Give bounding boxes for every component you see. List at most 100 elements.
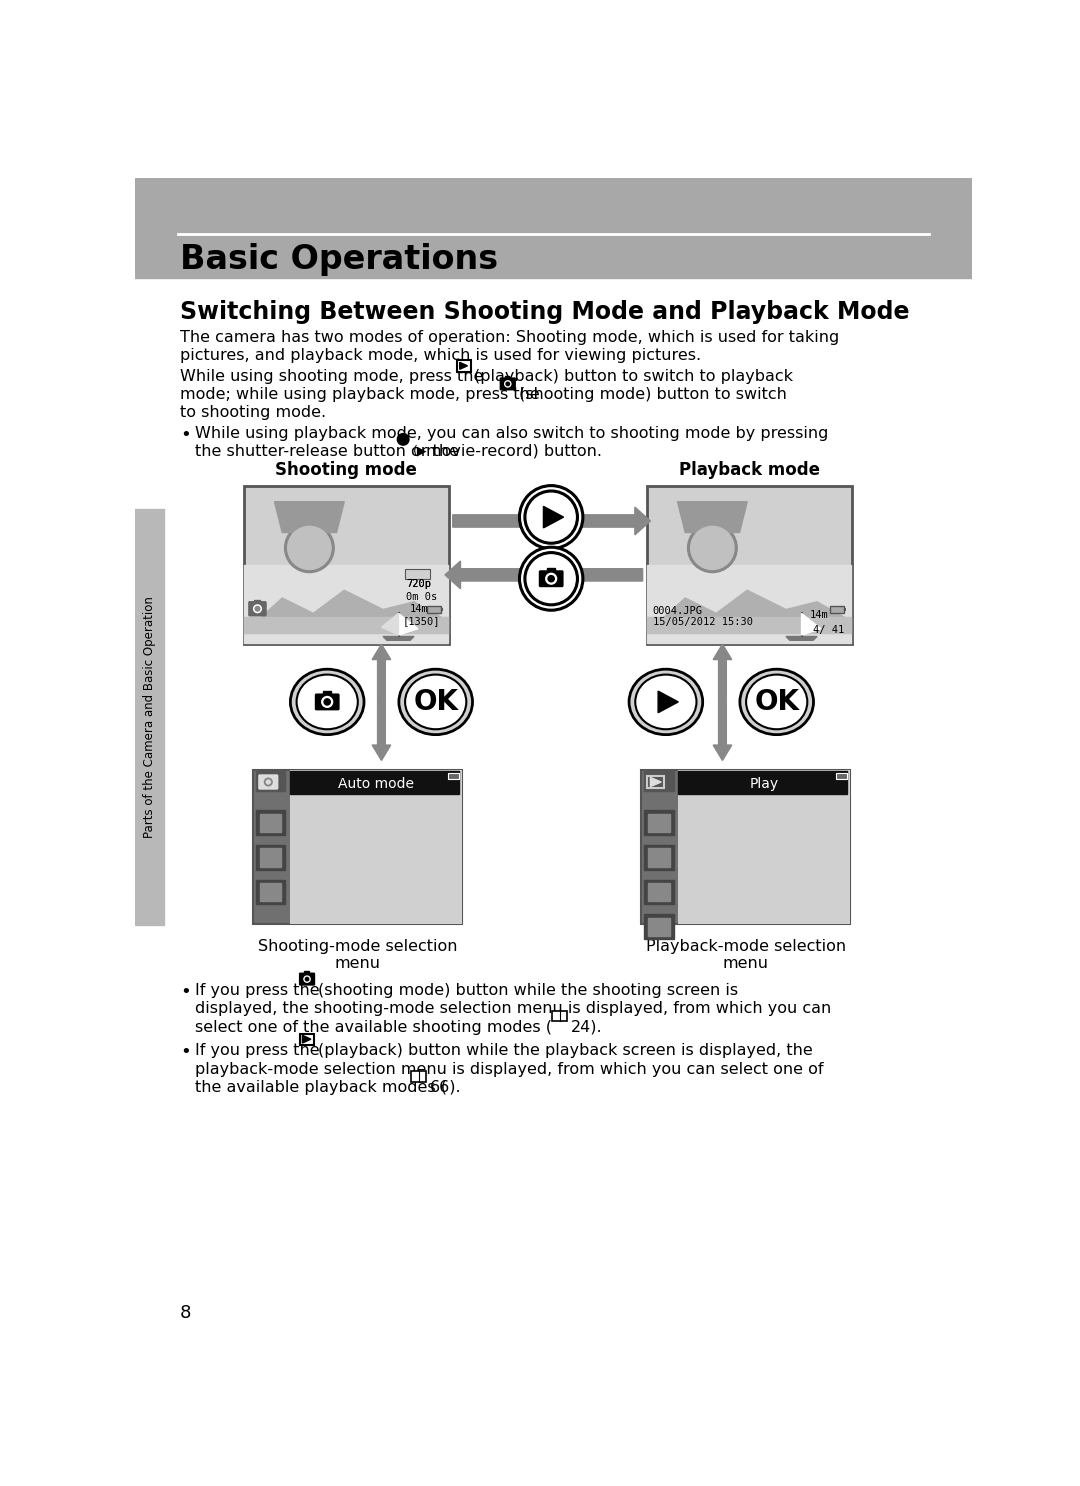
Text: (shooting mode) button to switch: (shooting mode) button to switch [518,386,786,403]
Bar [243,486,449,643]
Bar [648,917,670,936]
Text: the shutter-release button or the: the shutter-release button or the [195,444,459,459]
Bar [428,606,441,614]
Ellipse shape [740,669,813,734]
Bar [504,376,510,379]
Circle shape [691,526,734,569]
Bar [648,849,670,866]
Text: mode; while using playback mode, press the: mode; while using playback mode, press t… [180,386,540,403]
Text: Playback-mode selection: Playback-mode selection [646,939,846,954]
Bar [244,617,448,633]
Text: 66).: 66). [430,1080,461,1095]
Bar [647,776,664,788]
Polygon shape [786,636,816,640]
Text: (▶: (▶ [413,444,427,458]
Polygon shape [302,1036,311,1043]
Text: •: • [180,1043,191,1061]
Text: displayed, the shooting-mode selection menu is displayed, from which you can: displayed, the shooting-mode selection m… [195,1002,832,1016]
Ellipse shape [297,675,357,730]
Text: movie-record) button.: movie-record) button. [427,444,603,459]
FancyBboxPatch shape [539,571,564,587]
Polygon shape [381,614,399,635]
Text: 15/05/2012 15:30: 15/05/2012 15:30 [652,617,753,627]
Bar [845,608,847,611]
Circle shape [324,698,330,704]
Text: If you press the: If you press the [195,982,320,999]
Text: Playback mode: Playback mode [678,461,820,478]
Bar [644,771,674,791]
Ellipse shape [635,675,697,730]
Bar [260,883,282,902]
Circle shape [522,487,581,547]
Text: Parts of the Camera and Basic Operation: Parts of the Camera and Basic Operation [144,596,157,838]
Bar [253,770,462,924]
Circle shape [322,697,333,707]
Text: Switching Between Shooting Mode and Playback Mode: Switching Between Shooting Mode and Play… [180,300,909,324]
Circle shape [688,523,738,572]
Bar [135,510,164,926]
Polygon shape [713,643,732,701]
Polygon shape [801,614,821,635]
Bar [323,691,332,695]
FancyBboxPatch shape [258,774,279,789]
Text: 4/ 41: 4/ 41 [813,626,845,635]
FancyBboxPatch shape [500,377,516,391]
Bar [256,880,285,905]
Text: 720p: 720p [406,578,431,588]
Text: Basic Operations: Basic Operations [180,242,498,276]
Text: Shooting mode: Shooting mode [275,461,417,478]
Bar [647,486,852,643]
Bar [244,565,448,643]
Ellipse shape [399,669,473,734]
Text: 720p: 720p [406,578,431,588]
Bar [260,849,282,866]
Circle shape [522,550,581,608]
Bar [441,608,444,611]
Bar [552,1010,567,1021]
Ellipse shape [405,675,467,730]
Text: Play: Play [750,777,779,791]
Bar [135,178,972,278]
Polygon shape [373,643,391,701]
Text: 14m: 14m [410,605,429,614]
Circle shape [507,382,510,385]
Circle shape [524,490,578,544]
Text: playback-mode selection menu is displayed, from which you can select one of: playback-mode selection menu is displaye… [195,1061,824,1076]
Bar [678,770,850,924]
Polygon shape [677,502,747,532]
Text: Auto mode: Auto mode [338,777,414,791]
Text: (playback) button while the playback screen is displayed, the: (playback) button while the playback scr… [318,1043,812,1058]
Circle shape [254,605,261,612]
Text: If you press the: If you press the [195,1043,320,1058]
Polygon shape [713,703,732,761]
Circle shape [284,523,334,572]
Bar [291,771,459,795]
Bar [647,565,851,643]
Text: •: • [180,982,191,1002]
Bar [303,972,309,975]
Polygon shape [274,502,345,532]
Text: [1350]: [1350] [403,617,440,627]
Bar [644,810,674,835]
Bar [254,600,260,603]
Circle shape [287,526,332,569]
Text: OK: OK [414,688,458,716]
Bar [291,770,462,924]
Text: menu: menu [723,955,769,970]
Circle shape [527,493,576,541]
Polygon shape [244,590,448,633]
Text: menu: menu [335,955,380,970]
Bar [678,771,847,795]
Circle shape [255,606,260,611]
Text: While using playback mode, you can also switch to shooting mode by pressing: While using playback mode, you can also … [195,426,828,441]
Polygon shape [543,507,564,528]
Bar [836,773,847,779]
FancyBboxPatch shape [314,694,339,710]
Text: While using shooting mode, press the: While using shooting mode, press the [180,370,484,385]
Polygon shape [460,363,468,370]
Polygon shape [453,507,650,535]
Bar [831,606,845,614]
Bar [644,846,674,869]
Polygon shape [650,777,661,786]
Bar [448,773,459,779]
